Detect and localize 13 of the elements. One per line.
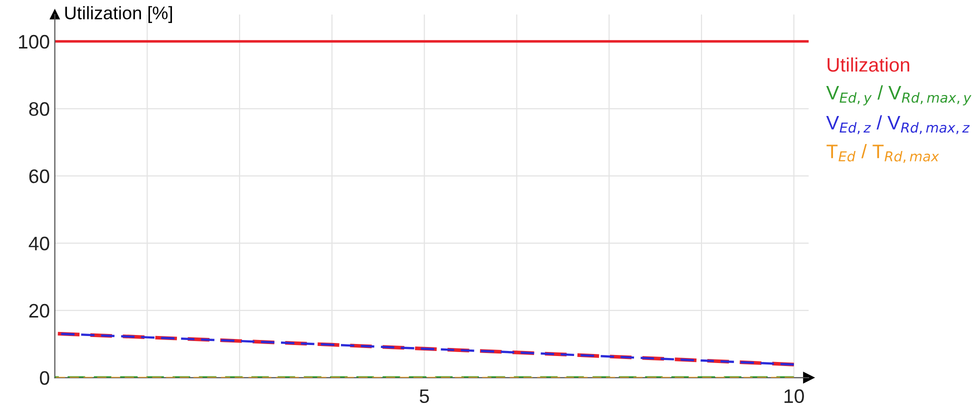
y-axis-title: Utilization [%] <box>65 6 172 23</box>
text: V$_{Ed,z}$ / V$_{Rd,max,z}$ <box>826 115 970 134</box>
x-tick-label: 10 <box>784 389 804 404</box>
y-tick-label: 20 <box>29 304 50 318</box>
y-tick-label: 80 <box>29 102 50 116</box>
y-tick-label: 100 <box>19 34 50 49</box>
x-tick-label: 5 <box>420 389 429 404</box>
y-tick-label: 0 <box>40 371 50 385</box>
text: V$_{Ed,y}$ / V$_{Rd,max,y}$ <box>826 85 972 106</box>
text: T$_{Ed}$ / T$_{Rd,max}$ <box>826 144 940 163</box>
text: Utilization <box>828 57 910 72</box>
y-tick-label: 60 <box>29 169 50 184</box>
y-tick-label: 40 <box>28 236 50 250</box>
